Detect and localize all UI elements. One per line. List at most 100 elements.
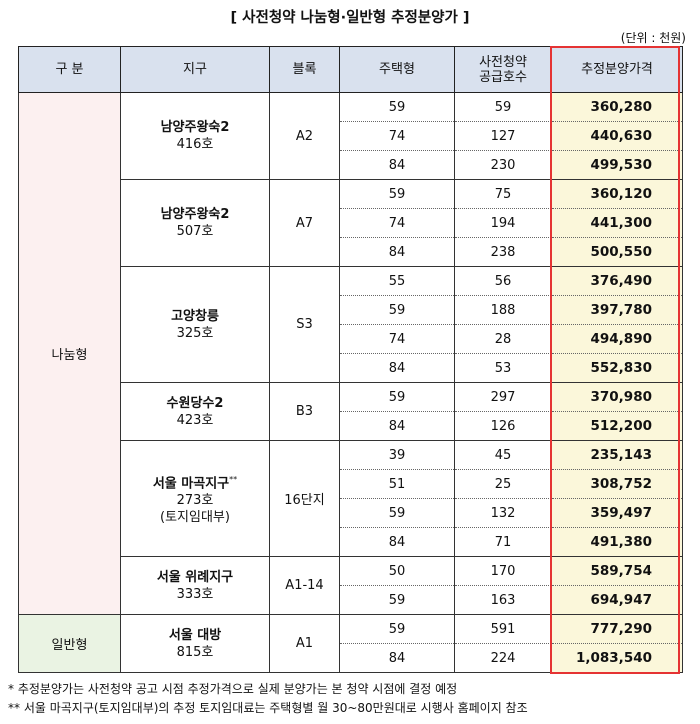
price-cell: 370,980 [551, 382, 683, 412]
house-type-cell: 59 [339, 382, 455, 412]
footnotes: * 추정분양가는 사전청약 공고 시점 추정가격으로 실제 분양가는 본 청약 … [8, 680, 528, 718]
supply-cell: 28 [454, 324, 552, 354]
supply-cell: 127 [454, 121, 552, 151]
district-cell: 수원당수2 423호 [120, 382, 270, 441]
table-title: [ 사전청약 나눔형·일반형 추정분양가 ] [230, 10, 470, 26]
house-type-cell: 59 [339, 295, 455, 325]
table-row: 일반형 서울 대방 815호 A1 59 591 777,290 [18, 614, 683, 673]
supply-cell: 126 [454, 411, 552, 441]
header-district: 지구 [120, 46, 270, 93]
table-row: 51 25 308,752 [19, 469, 683, 499]
house-type-cell: 84 [339, 150, 455, 180]
house-type-cell: 55 [339, 266, 455, 296]
header-block: 블록 [269, 46, 340, 93]
supply-cell: 25 [454, 469, 552, 499]
price-cell: 552,830 [551, 353, 683, 383]
category-cell: 일반형 [18, 614, 121, 673]
price-cell: 694,947 [551, 585, 683, 615]
price-cell: 360,120 [551, 179, 683, 209]
district-cell: 서울 대방 815호 [120, 614, 270, 673]
header-price: 추정분양가격 [551, 46, 683, 93]
price-cell: 359,497 [551, 498, 683, 528]
district-cell: 남양주왕숙2 416호 [120, 92, 270, 180]
district-cell: 남양주왕숙2 507호 [120, 179, 270, 267]
supply-cell: 45 [454, 440, 552, 470]
block-cell: B3 [269, 382, 340, 441]
supply-cell: 75 [454, 179, 552, 209]
price-cell: 440,630 [551, 121, 683, 151]
price-cell: 376,490 [551, 266, 683, 296]
supply-cell: 297 [454, 382, 552, 412]
table-row: 84 126 512,200 [19, 411, 683, 441]
table-row: 나눔형 남양주왕숙2 416호 A2 59 59 360,280 [18, 92, 683, 615]
block-cell: A2 [269, 92, 340, 180]
supply-cell: 224 [454, 643, 552, 673]
supply-cell: 230 [454, 150, 552, 180]
supply-cell: 163 [454, 585, 552, 615]
house-type-cell: 74 [339, 324, 455, 354]
supply-cell: 170 [454, 556, 552, 586]
supply-cell: 591 [454, 614, 552, 644]
table-row: 84 53 552,830 [19, 353, 683, 383]
block-cell: S3 [269, 266, 340, 383]
price-cell: 397,780 [551, 295, 683, 325]
price-cell: 308,752 [551, 469, 683, 499]
house-type-cell: 59 [339, 585, 455, 615]
block-cell: A1 [269, 614, 340, 673]
block-cell: 16단지 [269, 440, 340, 557]
price-table: 구 분 지구 블록 주택형 사전청약 공급호수 추정분양가격 나눔형 남양주왕숙2 4… [18, 46, 683, 673]
table-row: 74 28 494,890 [19, 324, 683, 354]
header-house-type: 주택형 [339, 46, 455, 93]
price-cell: 360,280 [551, 92, 683, 122]
table-row: 59 163 694,947 [19, 585, 683, 615]
price-cell: 441,300 [551, 208, 683, 238]
district-cell: 고양창릉 325호 [120, 266, 270, 383]
house-type-cell: 51 [339, 469, 455, 499]
table-body: 나눔형 남양주왕숙2 416호 A2 59 59 360,280 74 127 440,630 84… [18, 92, 683, 673]
district-cell: 서울 위례지구 333호 [120, 556, 270, 615]
price-cell: 1,083,540 [551, 643, 683, 673]
header-supply: 사전청약 공급호수 [454, 46, 552, 93]
header-category: 구 분 [18, 46, 121, 93]
supply-cell: 238 [454, 237, 552, 267]
supply-cell: 59 [454, 92, 552, 122]
house-type-cell: 59 [339, 92, 455, 122]
house-type-cell: 74 [339, 121, 455, 151]
house-type-cell: 84 [339, 411, 455, 441]
price-cell: 512,200 [551, 411, 683, 441]
price-cell: 499,530 [551, 150, 683, 180]
supply-cell: 71 [454, 527, 552, 557]
supply-cell: 132 [454, 498, 552, 528]
house-type-cell: 59 [339, 498, 455, 528]
table-row: 84 238 500,550 [19, 237, 683, 267]
price-cell: 494,890 [551, 324, 683, 354]
supply-cell: 188 [454, 295, 552, 325]
supply-cell: 194 [454, 208, 552, 238]
house-type-cell: 74 [339, 208, 455, 238]
house-type-cell: 84 [339, 527, 455, 557]
house-type-cell: 39 [339, 440, 455, 470]
house-type-cell: 50 [339, 556, 455, 586]
table-row: 서울 위례지구 333호 A1-14 50 170 589,754 [19, 556, 683, 615]
house-type-cell: 84 [339, 353, 455, 383]
unit-label: (단위 : 천원) [620, 31, 686, 45]
table-row: 84 224 1,083,540 [19, 643, 683, 673]
header-row: 구 분 지구 블록 주택형 사전청약 공급호수 추정분양가격 [18, 46, 683, 93]
price-cell: 500,550 [551, 237, 683, 267]
house-type-cell: 59 [339, 179, 455, 209]
district-cell: 서울 마곡지구** 273호 (토지임대부) [120, 440, 270, 557]
price-cell: 235,143 [551, 440, 683, 470]
block-cell: A7 [269, 179, 340, 267]
price-cell: 491,380 [551, 527, 683, 557]
house-type-cell: 84 [339, 237, 455, 267]
block-cell: A1-14 [269, 556, 340, 615]
table-row: 남양주왕숙2 507호 A7 59 75 360,120 [19, 179, 683, 267]
category-cell: 나눔형 [18, 92, 121, 615]
table-row: 84 230 499,530 [19, 150, 683, 180]
house-type-cell: 59 [339, 614, 455, 644]
footnote-1: * 추정분양가는 사전청약 공고 시점 추정가격으로 실제 분양가는 본 청약 … [8, 682, 458, 696]
table-row: 74 127 440,630 [19, 121, 683, 151]
table-row: 84 71 491,380 [19, 527, 683, 557]
supply-cell: 53 [454, 353, 552, 383]
house-type-cell: 84 [339, 643, 455, 673]
